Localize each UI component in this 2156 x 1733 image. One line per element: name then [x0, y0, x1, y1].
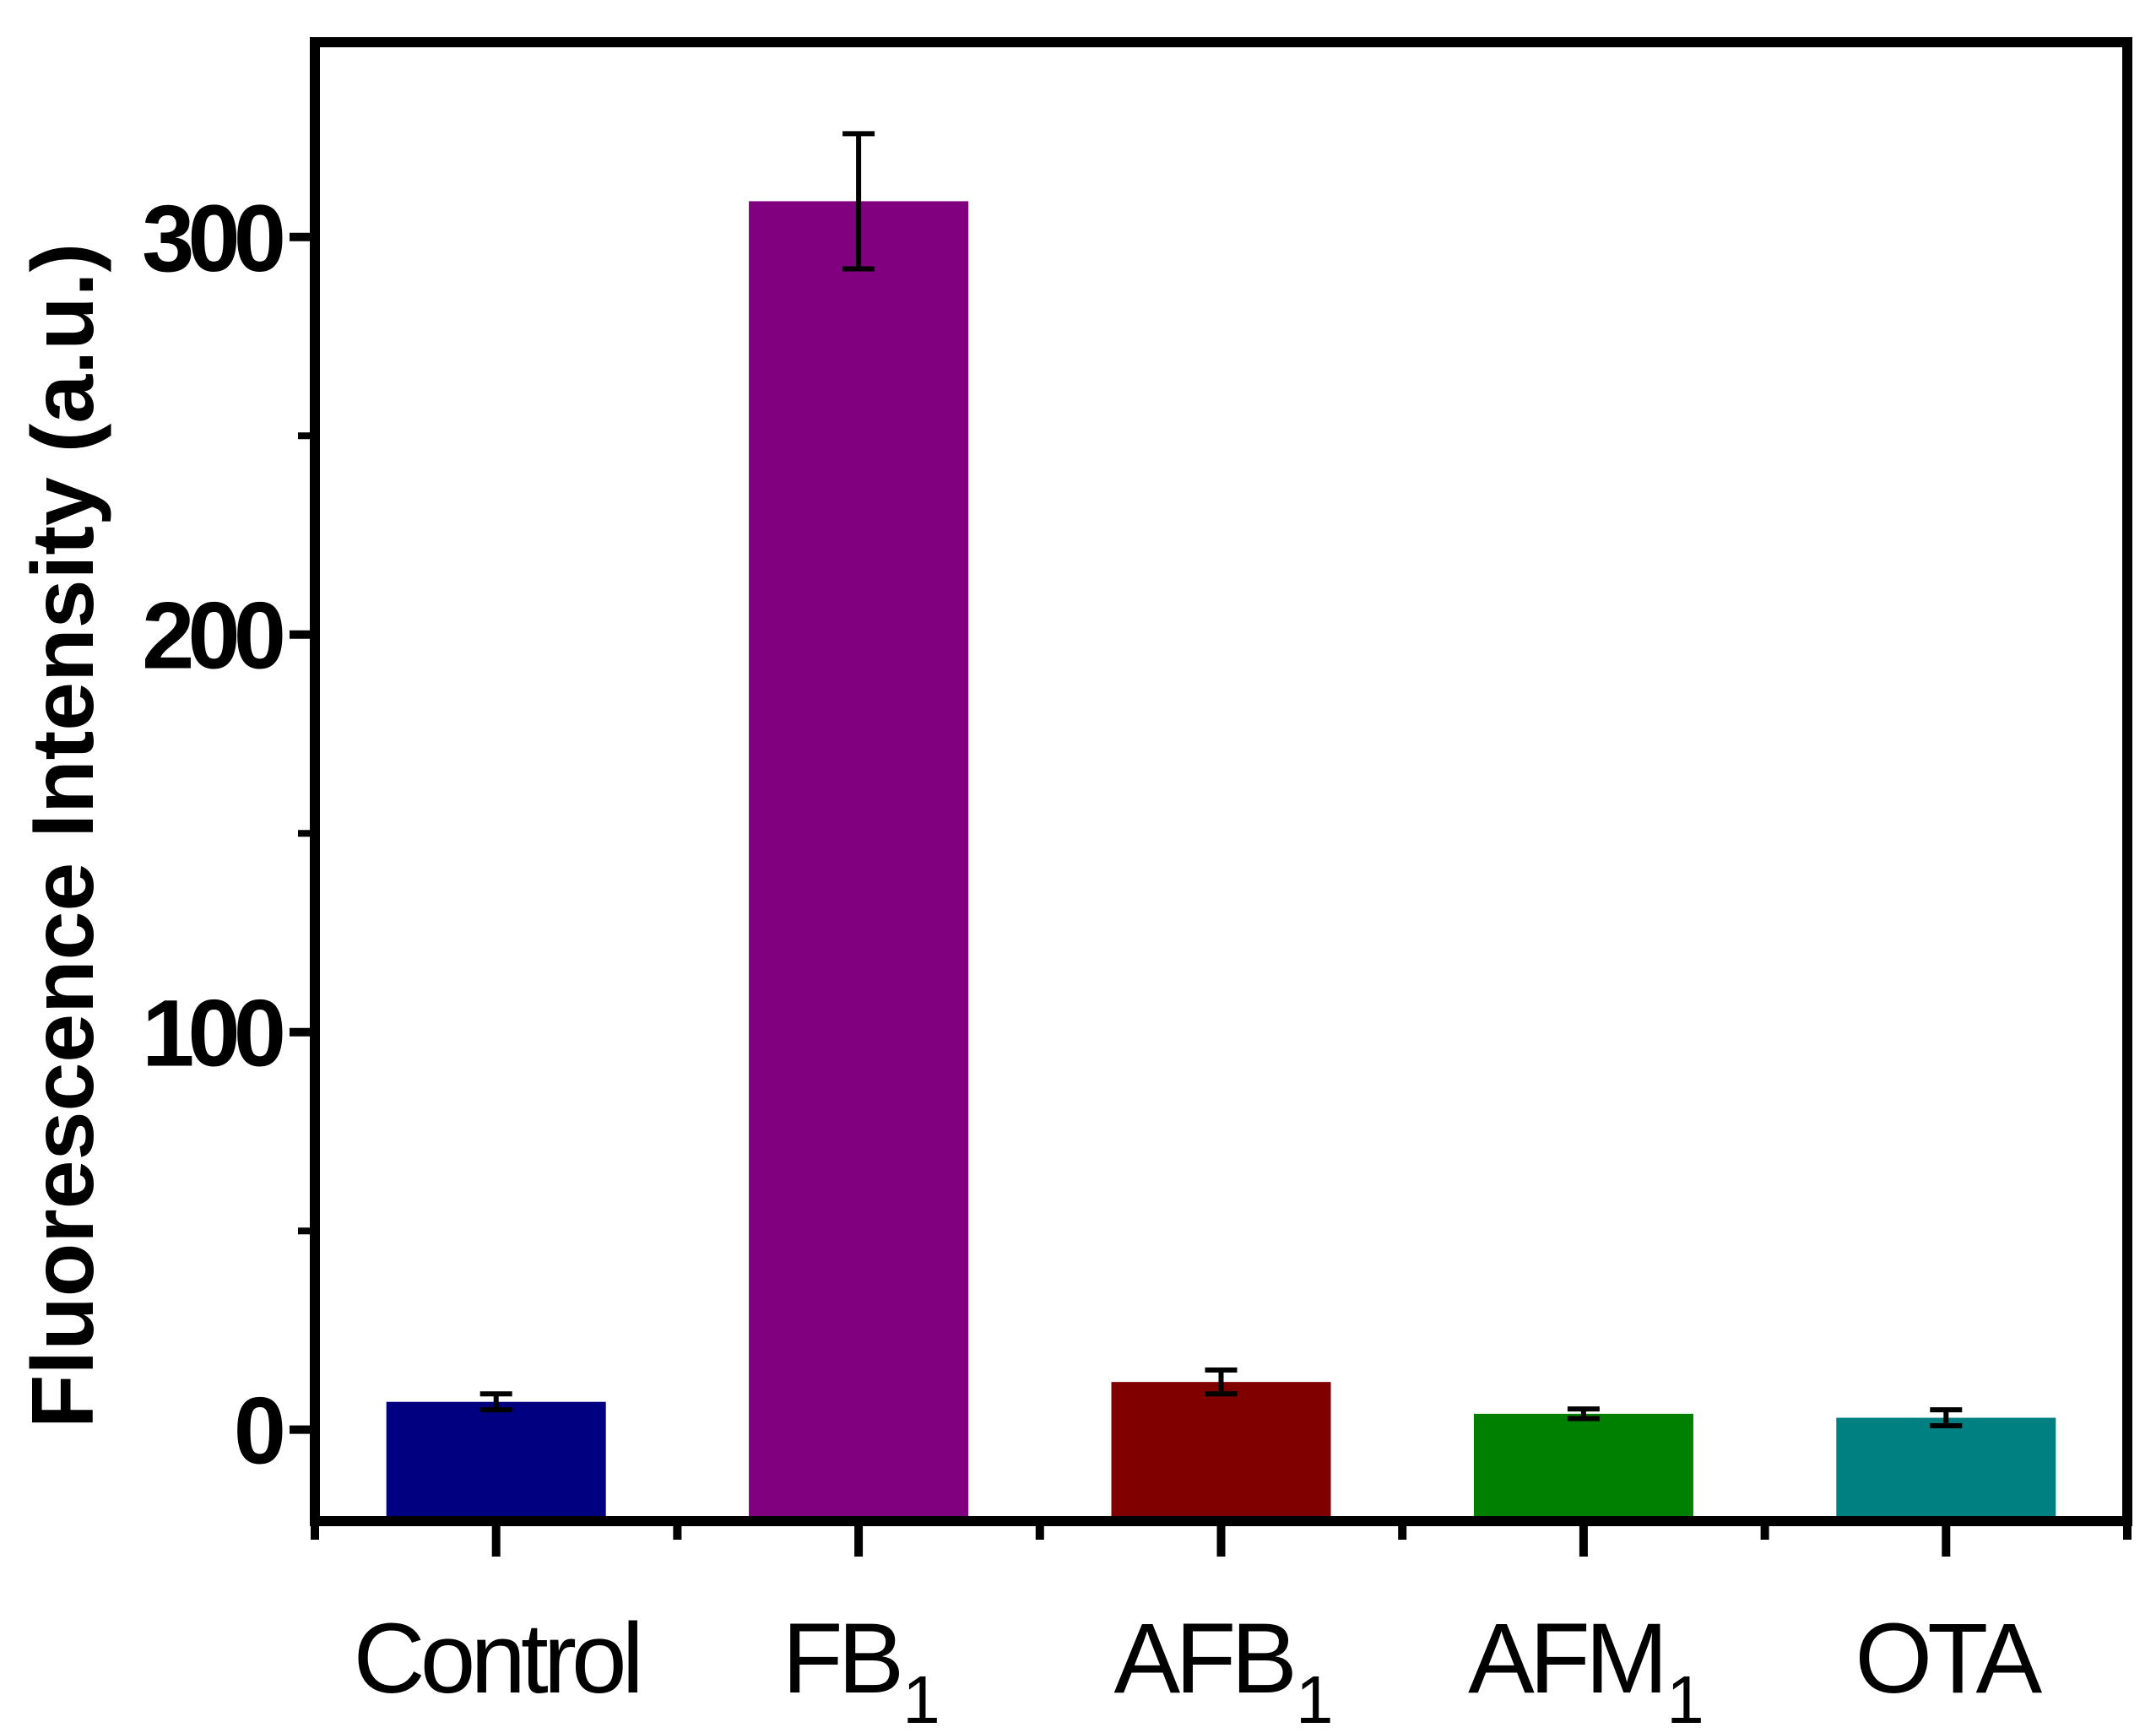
plot-frame — [310, 37, 2132, 1526]
y-tick-label-200: 200 — [142, 583, 283, 689]
y-axis: 0 100 200 300 — [142, 186, 315, 1484]
x-tick-label-4: OTA — [1855, 1603, 2042, 1714]
x-axis: Control FB1 AFB1 AFM1 OTA — [311, 1521, 2132, 1733]
x-tick-label-1: FB1 — [782, 1603, 937, 1733]
y-tick-label-100: 100 — [142, 981, 283, 1086]
bars-group — [386, 201, 2056, 1517]
bar-4 — [1836, 1417, 2056, 1516]
bar-3 — [1473, 1413, 1693, 1516]
bar-0 — [386, 1401, 606, 1516]
x-tick-label-2: AFB1 — [1114, 1603, 1331, 1733]
bar-1 — [749, 201, 969, 1517]
x-tick-label-3: AFM1 — [1468, 1603, 1701, 1733]
bar-2 — [1111, 1382, 1331, 1516]
error-bars-group — [479, 131, 1963, 1428]
y-tick-label-300: 300 — [142, 186, 283, 291]
y-tick-label-0: 0 — [234, 1378, 283, 1484]
x-tick-label-0: Control — [354, 1603, 639, 1714]
y-axis-title: Fluorescence Intensity (a.u.) — [14, 243, 112, 1428]
